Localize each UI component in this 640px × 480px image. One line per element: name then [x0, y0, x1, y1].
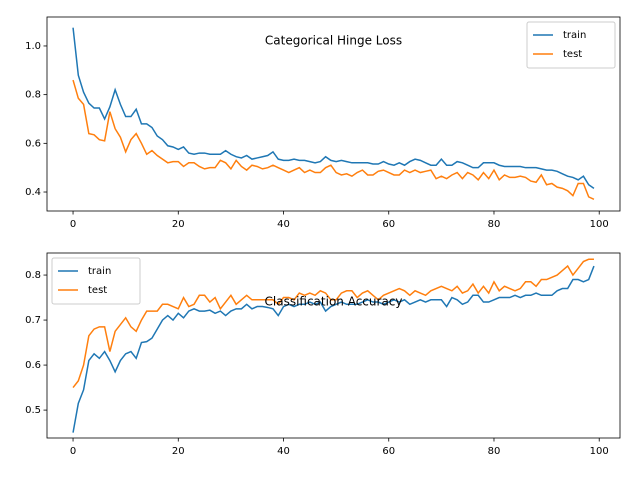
y-tick-label: 0.5 [25, 405, 41, 416]
legend-label: test [88, 285, 107, 296]
series-line [72, 27, 595, 189]
series-line [72, 265, 595, 433]
x-tick-label: 0 [70, 446, 76, 457]
y-tick-label: 0.8 [25, 270, 41, 281]
x-tick-label: 20 [172, 219, 185, 230]
y-tick-label: 0.7 [25, 315, 41, 326]
legend-label: test [563, 49, 582, 60]
axes-frame [46, 16, 621, 212]
legend: train test [51, 257, 141, 305]
legend-label: train [88, 266, 111, 277]
legend-box [526, 21, 616, 69]
x-tick-label: 80 [488, 219, 501, 230]
subplot: 0 20 40 60 80 100 0.5 0.6 0.7 0.8 Classification A… [25, 252, 621, 457]
x-tick-label: 100 [590, 446, 609, 457]
y-tick-label: 0.6 [25, 360, 41, 371]
axes-frame [46, 252, 621, 439]
legend-box [51, 257, 141, 305]
x-tick-label: 20 [172, 446, 185, 457]
legend: train test [526, 21, 616, 69]
chart-title: Categorical Hinge Loss [265, 34, 402, 48]
chart-title: Classification Accuracy [265, 295, 403, 309]
subplot: 0 20 40 60 80 100 0.4 0.6 0.8 1.0 Categorical Hing… [25, 16, 621, 230]
x-tick-label: 80 [488, 446, 501, 457]
x-tick-label: 40 [277, 446, 290, 457]
series-line [72, 79, 595, 201]
x-tick-label: 60 [382, 446, 395, 457]
y-tick-label: 0.4 [25, 187, 41, 198]
series-line [72, 258, 594, 389]
x-tick-label: 60 [382, 219, 395, 230]
y-tick-label: 0.6 [25, 138, 41, 149]
x-tick-label: 100 [590, 219, 609, 230]
legend-label: train [563, 30, 586, 41]
x-tick-label: 0 [70, 219, 76, 230]
y-tick-label: 1.0 [25, 41, 41, 52]
y-tick-label: 0.8 [25, 90, 41, 101]
x-tick-label: 40 [277, 219, 290, 230]
